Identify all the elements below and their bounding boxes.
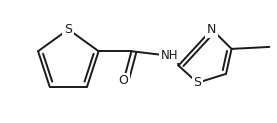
Text: N: N	[207, 23, 217, 36]
Text: O: O	[119, 74, 129, 87]
Text: S: S	[64, 23, 72, 36]
Text: S: S	[193, 76, 201, 89]
Text: NH: NH	[161, 49, 178, 62]
